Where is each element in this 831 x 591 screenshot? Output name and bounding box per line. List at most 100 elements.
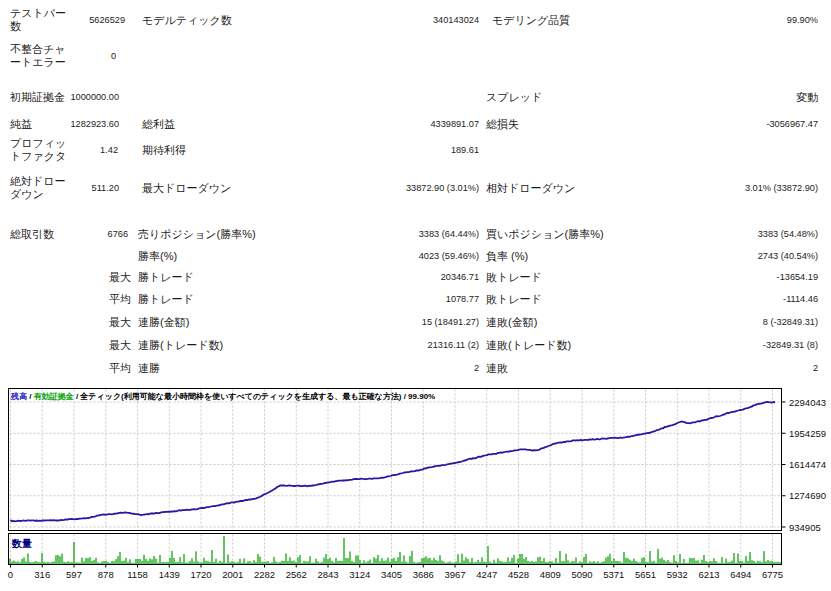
volume-bar: [297, 557, 298, 564]
volume-bar: [183, 554, 184, 564]
volume-bar: [55, 555, 56, 564]
volume-bar: [89, 557, 90, 564]
x-axis-label: 5651: [635, 569, 656, 580]
volume-bar: [173, 558, 174, 564]
volume-bar: [221, 562, 222, 564]
volume-bar: [303, 561, 304, 564]
chart-legend: 残高 / 有効証拠金 / 全ティック(利用可能な最小時間枠を使いすべてのティック…: [11, 391, 435, 402]
volume-bar: [223, 536, 224, 564]
volume-bar: [711, 561, 712, 564]
volume-bar: [421, 558, 422, 564]
volume-bar: [459, 562, 460, 564]
volume-bar: [535, 562, 536, 564]
x-axis-label: 5371: [603, 569, 624, 580]
volume-bar: [575, 557, 576, 564]
volume-bar: [691, 558, 692, 564]
volume-bar: [745, 556, 746, 564]
volume-bar: [437, 561, 438, 564]
volume-bar: [751, 560, 752, 564]
volume-bar: [643, 557, 644, 564]
volume-bar: [393, 558, 394, 564]
volume-bar: [761, 562, 762, 564]
volume-bar: [567, 560, 568, 564]
volume-bar: [253, 560, 254, 564]
volume-bar: [619, 561, 620, 564]
volume-bar: [171, 551, 172, 564]
volume-bar: [611, 561, 612, 564]
volume-bar: [463, 560, 464, 564]
volume-bar: [199, 562, 200, 564]
x-axis-label: 3124: [349, 569, 370, 580]
volume-bar: [689, 558, 690, 564]
volume-bar: [63, 562, 64, 564]
volume-bar: [349, 551, 350, 564]
volume-bar: [441, 561, 442, 564]
volume-bar: [285, 553, 286, 564]
volume-bar: [373, 557, 374, 564]
x-axis-label: 4528: [508, 569, 529, 580]
volume-bar: [759, 561, 760, 564]
volume-bar: [137, 559, 138, 564]
volume-bar: [425, 556, 426, 564]
volume-bar: [131, 563, 132, 564]
volume-bar: [197, 561, 198, 564]
equity-chart: 2294043195425916144741274690934905031659…: [0, 0, 831, 591]
volume-bar: [545, 562, 546, 564]
volume-bar: [337, 561, 338, 564]
volume-bar: [319, 563, 320, 564]
volume-bar: [665, 561, 666, 564]
main-chart-frame: [9, 389, 782, 531]
volume-bar: [263, 562, 264, 564]
volume-bar: [757, 561, 758, 564]
volume-bar: [673, 555, 674, 564]
volume-bar: [655, 563, 656, 564]
volume-bar: [509, 561, 510, 564]
volume-bar: [659, 559, 660, 564]
volume-bar: [623, 552, 624, 564]
volume-bar: [541, 561, 542, 564]
volume-bar: [145, 559, 146, 564]
volume-bar: [27, 553, 28, 564]
volume-bar: [475, 562, 476, 564]
volume-bar: [139, 559, 140, 564]
volume-bar: [703, 555, 704, 564]
volume-bar: [177, 562, 178, 564]
volume-bar: [213, 562, 214, 564]
volume-bar: [261, 562, 262, 564]
volume-bar: [699, 563, 700, 564]
volume-bar: [565, 554, 566, 564]
volume-bar: [501, 561, 502, 564]
volume-bar: [169, 558, 170, 564]
volume-bar: [563, 561, 564, 564]
volume-bar: [493, 560, 494, 564]
volume-bar: [409, 556, 410, 564]
volume-bar: [631, 561, 632, 564]
x-axis-label: 6494: [730, 569, 751, 580]
volume-bar: [755, 562, 756, 564]
volume-bar: [57, 555, 58, 564]
volume-bar: [661, 558, 662, 564]
volume-bar: [301, 563, 302, 564]
volume-bar: [525, 557, 526, 564]
volume-bar: [715, 561, 716, 564]
volume-bar: [505, 562, 506, 564]
volume-bar: [473, 562, 474, 564]
volume-bar: [529, 562, 530, 564]
volume-bar: [215, 559, 216, 564]
volume-bar: [449, 561, 450, 564]
volume-bar: [161, 562, 162, 564]
volume-bar: [29, 562, 30, 564]
volume-bar: [491, 563, 492, 564]
volume-bar: [13, 560, 14, 564]
x-axis-label: 0: [8, 569, 13, 580]
volume-bar: [523, 559, 524, 564]
volume-bar: [495, 562, 496, 564]
volume-bar: [327, 559, 328, 564]
volume-bar: [375, 559, 376, 564]
volume-bar: [201, 562, 202, 564]
volume-bar: [245, 563, 246, 564]
volume-bar: [67, 561, 68, 564]
volume-bar: [429, 558, 430, 564]
volume-bar: [247, 561, 248, 564]
volume-bar: [331, 561, 332, 564]
